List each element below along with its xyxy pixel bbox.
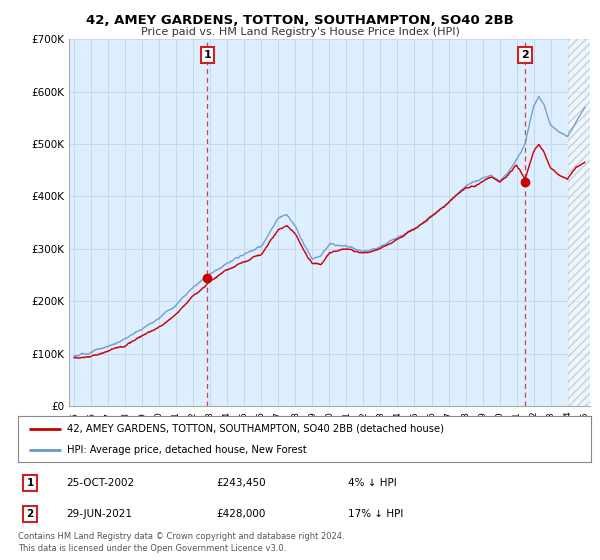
Text: £428,000: £428,000 xyxy=(216,509,265,519)
Text: 29-JUN-2021: 29-JUN-2021 xyxy=(66,509,132,519)
Text: HPI: Average price, detached house, New Forest: HPI: Average price, detached house, New … xyxy=(67,445,307,455)
Bar xyxy=(568,39,590,406)
Text: 2: 2 xyxy=(26,509,34,519)
Text: 25-OCT-2002: 25-OCT-2002 xyxy=(66,478,134,488)
Text: 17% ↓ HPI: 17% ↓ HPI xyxy=(348,509,403,519)
Text: 42, AMEY GARDENS, TOTTON, SOUTHAMPTON, SO40 2BB: 42, AMEY GARDENS, TOTTON, SOUTHAMPTON, S… xyxy=(86,14,514,27)
Text: 4% ↓ HPI: 4% ↓ HPI xyxy=(348,478,397,488)
Text: 42, AMEY GARDENS, TOTTON, SOUTHAMPTON, SO40 2BB (detached house): 42, AMEY GARDENS, TOTTON, SOUTHAMPTON, S… xyxy=(67,423,444,433)
Text: 2: 2 xyxy=(521,50,529,60)
Text: Price paid vs. HM Land Registry's House Price Index (HPI): Price paid vs. HM Land Registry's House … xyxy=(140,27,460,37)
Text: £243,450: £243,450 xyxy=(216,478,266,488)
Text: 1: 1 xyxy=(203,50,211,60)
Text: Contains HM Land Registry data © Crown copyright and database right 2024.
This d: Contains HM Land Registry data © Crown c… xyxy=(18,532,344,553)
Text: 1: 1 xyxy=(26,478,34,488)
